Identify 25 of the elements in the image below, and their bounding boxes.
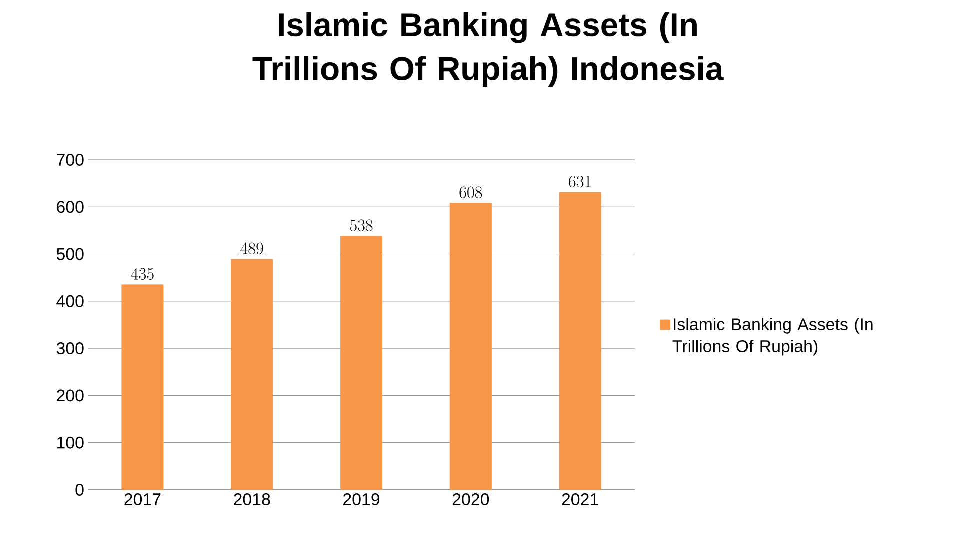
bar	[122, 284, 164, 490]
y-tick-label: 700	[57, 154, 84, 166]
data-label: 538	[350, 220, 373, 232]
legend-label: Islamic Banking Assets (In Trillions Of Rupiah)	[672, 318, 873, 356]
y-tick-label: 600	[57, 201, 84, 214]
data-label: 608	[460, 186, 482, 198]
bar	[231, 259, 274, 490]
x-tick-label: 2017	[124, 494, 161, 506]
x-tick-label: 2021	[562, 494, 598, 506]
y-tick-label: 500	[56, 248, 84, 260]
bar	[340, 236, 382, 490]
y-tick-label: 400	[56, 295, 84, 308]
x-tick-label: 2018	[234, 494, 270, 506]
y-tick-label: 0	[76, 484, 84, 496]
data-label: 631	[569, 176, 591, 188]
bar	[559, 192, 602, 490]
data-label: 435	[131, 268, 154, 280]
y-tick-label: 300	[56, 342, 84, 355]
data-label: 489	[240, 242, 264, 255]
bar	[450, 203, 492, 490]
x-tick-label: 2019	[344, 494, 380, 506]
x-tick-label: 2020	[452, 494, 490, 506]
y-tick-label: 100	[58, 436, 84, 449]
chart-title: Islamic Banking Assets (In Trillions Of Rupiah) Indonesia	[252, 12, 724, 87]
y-tick-label: 200	[57, 390, 84, 402]
